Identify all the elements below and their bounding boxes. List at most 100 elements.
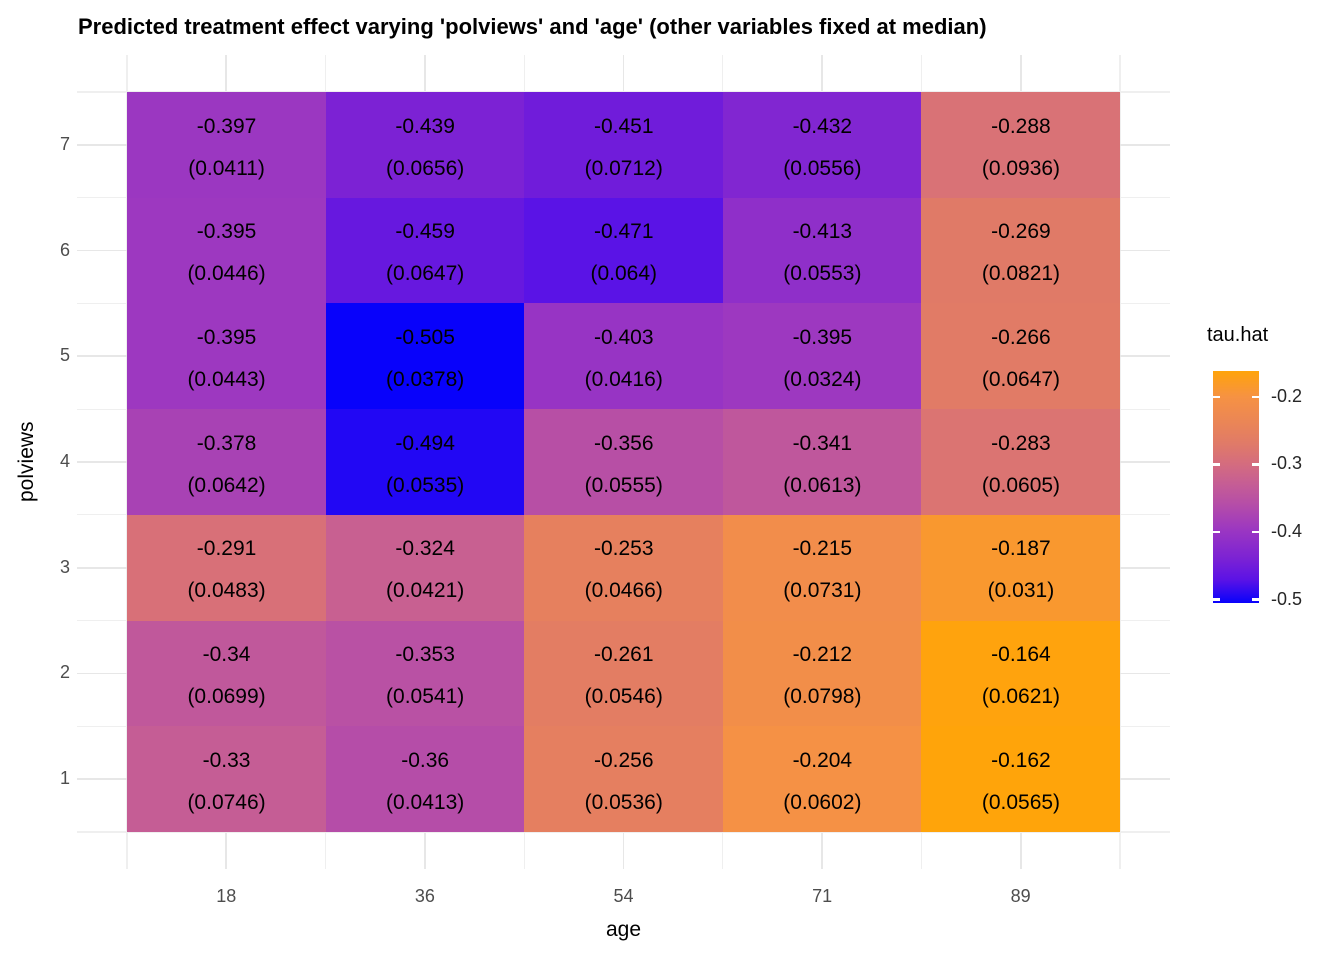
- cell-tau-value: -0.34: [202, 643, 251, 667]
- cell-standard-error: (0.0553): [783, 262, 862, 286]
- cell-standard-error: (0.0821): [981, 262, 1061, 286]
- heatmap-cell: -0.33 (0.0746): [127, 726, 327, 833]
- heatmap-cell: -0.451 (0.0712): [524, 92, 724, 199]
- heatmap-cell: -0.34 (0.0699): [127, 620, 327, 727]
- heatmap-cell: -0.291 (0.0483): [127, 514, 327, 622]
- cell-standard-error: (0.0416): [584, 368, 663, 392]
- heatmap-cell: -0.432 (0.0556): [722, 92, 922, 199]
- heatmap-cell: -0.378 (0.0642): [127, 409, 327, 516]
- heatmap-cell: -0.187 (0.031): [921, 514, 1121, 622]
- legend-tick-mark: [1213, 530, 1220, 534]
- cell-standard-error: (0.0536): [584, 790, 663, 814]
- legend-tick-mark: [1252, 395, 1259, 398]
- heatmap-cell: -0.395 (0.0443): [127, 303, 327, 410]
- cell-standard-error: (0.0466): [584, 579, 663, 603]
- cell-tau-value: -0.356: [593, 431, 654, 455]
- heatmap-cell: -0.403 (0.0416): [524, 303, 724, 410]
- heatmap-cell: -0.164 (0.0621): [921, 620, 1121, 727]
- cell-standard-error: (0.0642): [187, 473, 266, 497]
- horizontal-gridline: [77, 91, 1170, 93]
- y-axis-tick-label: 4: [59, 451, 70, 471]
- cell-tau-value: -0.187: [991, 537, 1051, 561]
- legend-tick-label: -0.2: [1271, 385, 1303, 406]
- cell-tau-value: -0.451: [593, 114, 654, 138]
- cell-tau-value: -0.162: [991, 748, 1051, 772]
- legend-tick-mark: [1252, 530, 1259, 534]
- cell-tau-value: -0.266: [991, 326, 1051, 350]
- cell-tau-value: -0.324: [395, 537, 455, 561]
- legend-tick-mark: [1213, 395, 1220, 398]
- cell-tau-value: -0.36: [401, 748, 450, 772]
- legend-tick-label: -0.5: [1271, 588, 1303, 609]
- heatmap-cell: -0.215 (0.0731): [722, 514, 922, 622]
- heatmap-cell: -0.256 (0.0536): [524, 726, 724, 833]
- y-axis-tick-label: 1: [59, 768, 70, 789]
- heatmap-cell: -0.212 (0.0798): [722, 620, 922, 727]
- cell-standard-error: (0.0605): [981, 473, 1061, 497]
- cell-tau-value: -0.505: [395, 326, 455, 350]
- y-axis-tick-label: 3: [59, 556, 70, 577]
- heatmap-cell: -0.505 (0.0378): [325, 303, 525, 410]
- cell-standard-error: (0.0556): [783, 156, 862, 180]
- heatmap-tiles: -0.397 (0.0411) -0.439 (0.0656) -0.451 (0.071…: [127, 92, 1121, 833]
- cell-tau-value: -0.471: [593, 220, 654, 244]
- cell-standard-error: (0.0443): [187, 368, 266, 392]
- cell-standard-error: (0.0602): [783, 790, 862, 814]
- heatmap-cell: -0.36 (0.0413): [325, 726, 525, 833]
- cell-tau-value: -0.261: [593, 643, 654, 667]
- cell-tau-value: -0.439: [395, 114, 455, 138]
- legend-tick-mark: [1213, 463, 1220, 466]
- cell-standard-error: (0.0647): [386, 262, 465, 286]
- cell-standard-error: (0.0483): [187, 579, 266, 603]
- cell-tau-value: -0.395: [792, 326, 853, 350]
- cell-standard-error: (0.064): [590, 262, 657, 286]
- cell-tau-value: -0.253: [593, 537, 654, 561]
- y-axis-tick-label: 5: [59, 345, 70, 366]
- x-axis-tick-label: 54: [613, 886, 634, 906]
- heatmap-cell: -0.397 (0.0411): [127, 92, 327, 199]
- cell-tau-value: -0.403: [593, 326, 654, 350]
- heatmap-cell: -0.288 (0.0936): [921, 92, 1121, 199]
- heatmap-cell: -0.253 (0.0466): [524, 514, 724, 622]
- cell-tau-value: -0.291: [196, 537, 257, 561]
- cell-standard-error: (0.0936): [981, 156, 1061, 180]
- cell-tau-value: -0.269: [991, 220, 1051, 244]
- cell-standard-error: (0.0421): [386, 579, 465, 603]
- cell-standard-error: (0.0699): [187, 685, 266, 709]
- cell-tau-value: -0.395: [196, 326, 257, 350]
- cell-standard-error: (0.0541): [386, 685, 465, 709]
- cell-tau-value: -0.378: [196, 431, 257, 455]
- heatmap-cell: -0.356 (0.0555): [524, 409, 724, 516]
- cell-tau-value: -0.397: [196, 114, 257, 138]
- heatmap-cell: -0.413 (0.0553): [722, 197, 922, 304]
- y-axis-title: polviews: [15, 421, 38, 503]
- heatmap-cell: -0.341 (0.0613): [722, 409, 922, 516]
- cell-tau-value: -0.164: [991, 643, 1051, 667]
- heatmap-cell: -0.395 (0.0446): [127, 197, 327, 304]
- cell-standard-error: (0.0555): [584, 473, 663, 497]
- heatmap-cell: -0.204 (0.0602): [722, 726, 922, 833]
- cell-standard-error: (0.0446): [187, 262, 266, 286]
- heatmap-cell: -0.471 (0.064): [524, 197, 724, 304]
- cell-standard-error: (0.0798): [783, 685, 862, 709]
- x-axis-tick-label: 71: [812, 886, 833, 906]
- y-axis-tick-label: 6: [59, 239, 70, 260]
- heatmap-cell: -0.283 (0.0605): [921, 409, 1121, 516]
- legend-tick-mark: [1252, 463, 1259, 466]
- cell-standard-error: (0.0746): [187, 790, 266, 814]
- cell-standard-error: (0.0535): [386, 473, 465, 497]
- legend-title: tau.hat: [1207, 324, 1269, 346]
- heatmap-cell: -0.439 (0.0656): [325, 92, 525, 199]
- y-axis-tick-label: 2: [59, 662, 70, 683]
- cell-standard-error: (0.0378): [386, 368, 465, 392]
- cell-tau-value: -0.395: [196, 220, 257, 244]
- legend-tick-label: -0.3: [1271, 453, 1303, 474]
- cell-standard-error: (0.0565): [981, 790, 1061, 814]
- cell-standard-error: (0.0731): [783, 579, 862, 603]
- x-axis-tick-label: 36: [414, 886, 435, 906]
- cell-tau-value: -0.215: [792, 537, 853, 561]
- cell-standard-error: (0.0647): [981, 368, 1061, 392]
- cell-tau-value: -0.283: [991, 431, 1051, 455]
- heatmap-cell: -0.261 (0.0546): [524, 620, 724, 727]
